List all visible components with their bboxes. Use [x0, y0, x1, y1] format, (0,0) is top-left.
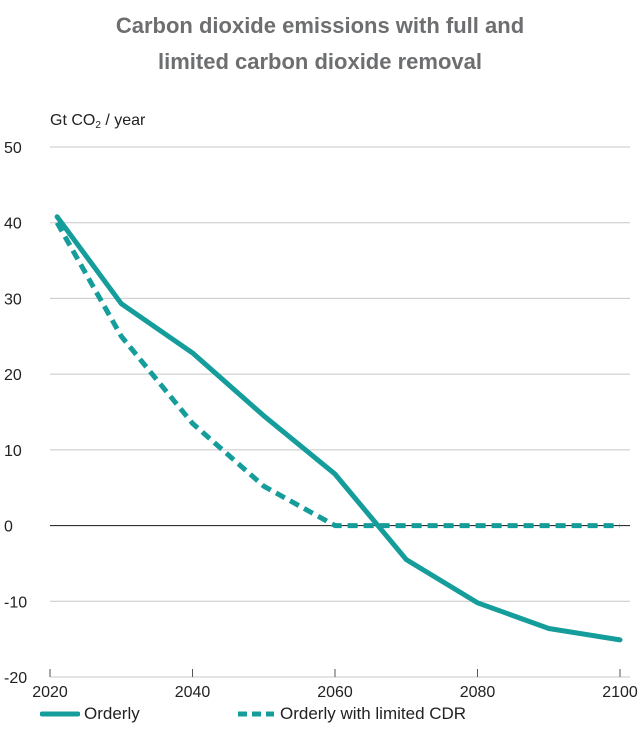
- y-axis-label-main: Gt CO: [50, 112, 96, 129]
- series-line-limited-cdr: [54, 221, 620, 529]
- legend-item-orderly: Orderly: [40, 704, 140, 724]
- y-tick-label: -10: [4, 594, 27, 611]
- y-tick-label: 40: [4, 216, 22, 233]
- y-axis-label-unit: / year: [100, 112, 146, 129]
- y-tick-label: 50: [4, 140, 22, 157]
- y-tick-label: 30: [4, 291, 22, 308]
- y-axis-label-subscript: 2: [95, 120, 101, 131]
- x-tick-label: 2060: [317, 684, 353, 700]
- legend: Orderly Orderly with limited CDR: [0, 700, 640, 740]
- y-tick-label: 20: [4, 367, 22, 384]
- y-tick-label: 0: [4, 519, 13, 536]
- chart-title-line-2: limited carbon dioxide removal: [158, 49, 482, 74]
- chart-title: Carbon dioxide emissions with full and l…: [0, 8, 640, 80]
- legend-dashed-line-icon: [238, 711, 274, 717]
- legend-solid-line-icon: [40, 711, 80, 717]
- x-tick-label: 2100: [602, 684, 638, 700]
- x-tick-label: 2020: [32, 684, 68, 700]
- y-axis-label: Gt CO2 / year: [50, 112, 145, 131]
- legend-item-limited-cdr: Orderly with limited CDR: [236, 704, 466, 724]
- chart-title-line-1: Carbon dioxide emissions with full and: [115, 13, 525, 38]
- y-tick-label: 10: [4, 443, 22, 460]
- x-tick-label: 2040: [175, 684, 211, 700]
- legend-label-orderly: Orderly: [84, 704, 140, 723]
- series-line-orderly: [54, 214, 623, 643]
- line-chart: 50 40 30 20 10 0 -10 -20 2020 2040 2060 2080 2100: [4, 140, 638, 700]
- y-tick-label: -20: [4, 670, 27, 687]
- x-tick-label: 2080: [460, 684, 496, 700]
- legend-label-limited-cdr: Orderly with limited CDR: [280, 704, 467, 723]
